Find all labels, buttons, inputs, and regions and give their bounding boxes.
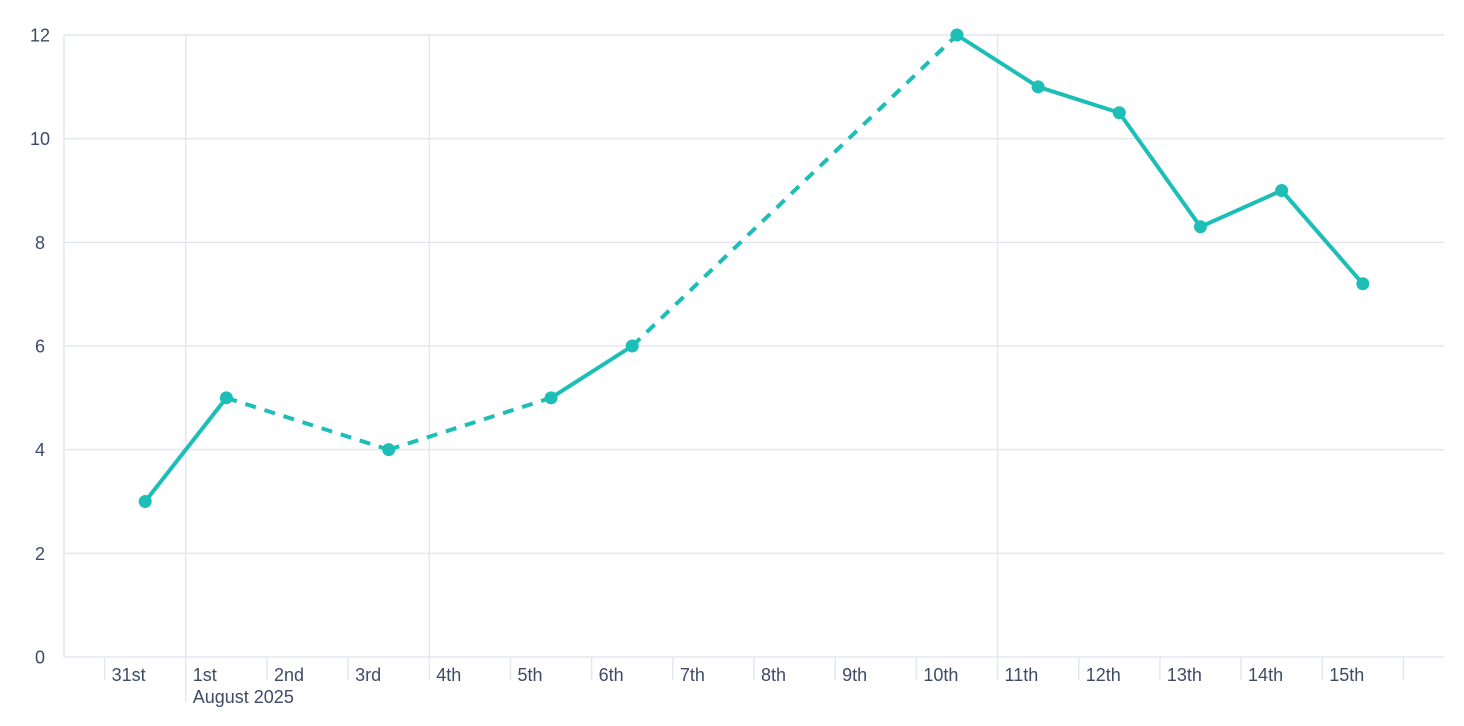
x-axis-month-label: August 2025 bbox=[193, 687, 294, 707]
data-point-14th[interactable] bbox=[1275, 184, 1289, 197]
y-axis-label-0: 0 bbox=[35, 648, 45, 668]
x-axis-label-10th: 10th bbox=[923, 665, 958, 685]
x-axis-label-11th: 11th bbox=[1005, 665, 1039, 685]
x-axis-label-12th: 12th bbox=[1086, 665, 1121, 685]
line-segment-12th-to-13th bbox=[1117, 110, 1203, 229]
line-segment-13th-to-14th bbox=[1198, 188, 1284, 229]
y-axis-label-2: 2 bbox=[35, 544, 45, 564]
data-point-11th[interactable] bbox=[1031, 80, 1045, 94]
x-axis-label-3rd: 3rd bbox=[355, 665, 381, 685]
x-axis-label-6th: 6th bbox=[599, 665, 624, 685]
data-point-31st[interactable] bbox=[138, 495, 152, 508]
line-segment-14th-to-15th bbox=[1279, 188, 1365, 286]
data-point-12th[interactable] bbox=[1112, 106, 1126, 120]
line-segment-3rd-to-5th bbox=[388, 395, 552, 452]
x-axis-label-2nd: 2nd bbox=[274, 665, 304, 685]
line-segment-31st-to-1st bbox=[143, 395, 229, 504]
data-point-6th[interactable] bbox=[625, 339, 639, 353]
y-axis-label-10: 10 bbox=[30, 129, 50, 149]
x-axis-label-31st: 31st bbox=[112, 665, 146, 685]
y-axis-label-12: 12 bbox=[30, 26, 50, 46]
x-axis-label-8th: 8th bbox=[761, 665, 786, 685]
x-axis-label-7th: 7th bbox=[680, 665, 705, 685]
data-point-5th[interactable] bbox=[544, 391, 558, 405]
data-point-15th[interactable] bbox=[1356, 277, 1370, 291]
x-axis-label-13th: 13th bbox=[1167, 665, 1202, 685]
x-axis-label-15th: 15th bbox=[1329, 665, 1364, 685]
x-axis-label-1st: 1st bbox=[193, 665, 217, 685]
data-point-13th[interactable] bbox=[1193, 220, 1207, 234]
line-segment-1st-to-3rd bbox=[225, 395, 390, 452]
line-segment-10th-to-11th bbox=[954, 33, 1041, 89]
line-segment-5th-to-6th bbox=[549, 344, 635, 400]
data-point-10th[interactable] bbox=[950, 28, 964, 42]
y-axis-label-4: 4 bbox=[35, 440, 45, 460]
x-axis-label-14th: 14th bbox=[1248, 665, 1283, 685]
line-segment-6th-to-10th bbox=[630, 33, 959, 348]
x-axis-label-4th: 4th bbox=[436, 665, 461, 685]
y-axis-label-6: 6 bbox=[35, 337, 45, 357]
y-axis-label-8: 8 bbox=[35, 233, 45, 253]
data-point-3rd[interactable] bbox=[382, 443, 396, 457]
line-segment-11th-to-12th bbox=[1036, 84, 1122, 115]
x-axis-label-5th: 5th bbox=[517, 665, 542, 685]
x-axis-label-9th: 9th bbox=[842, 665, 867, 685]
data-point-1st[interactable] bbox=[219, 391, 233, 405]
